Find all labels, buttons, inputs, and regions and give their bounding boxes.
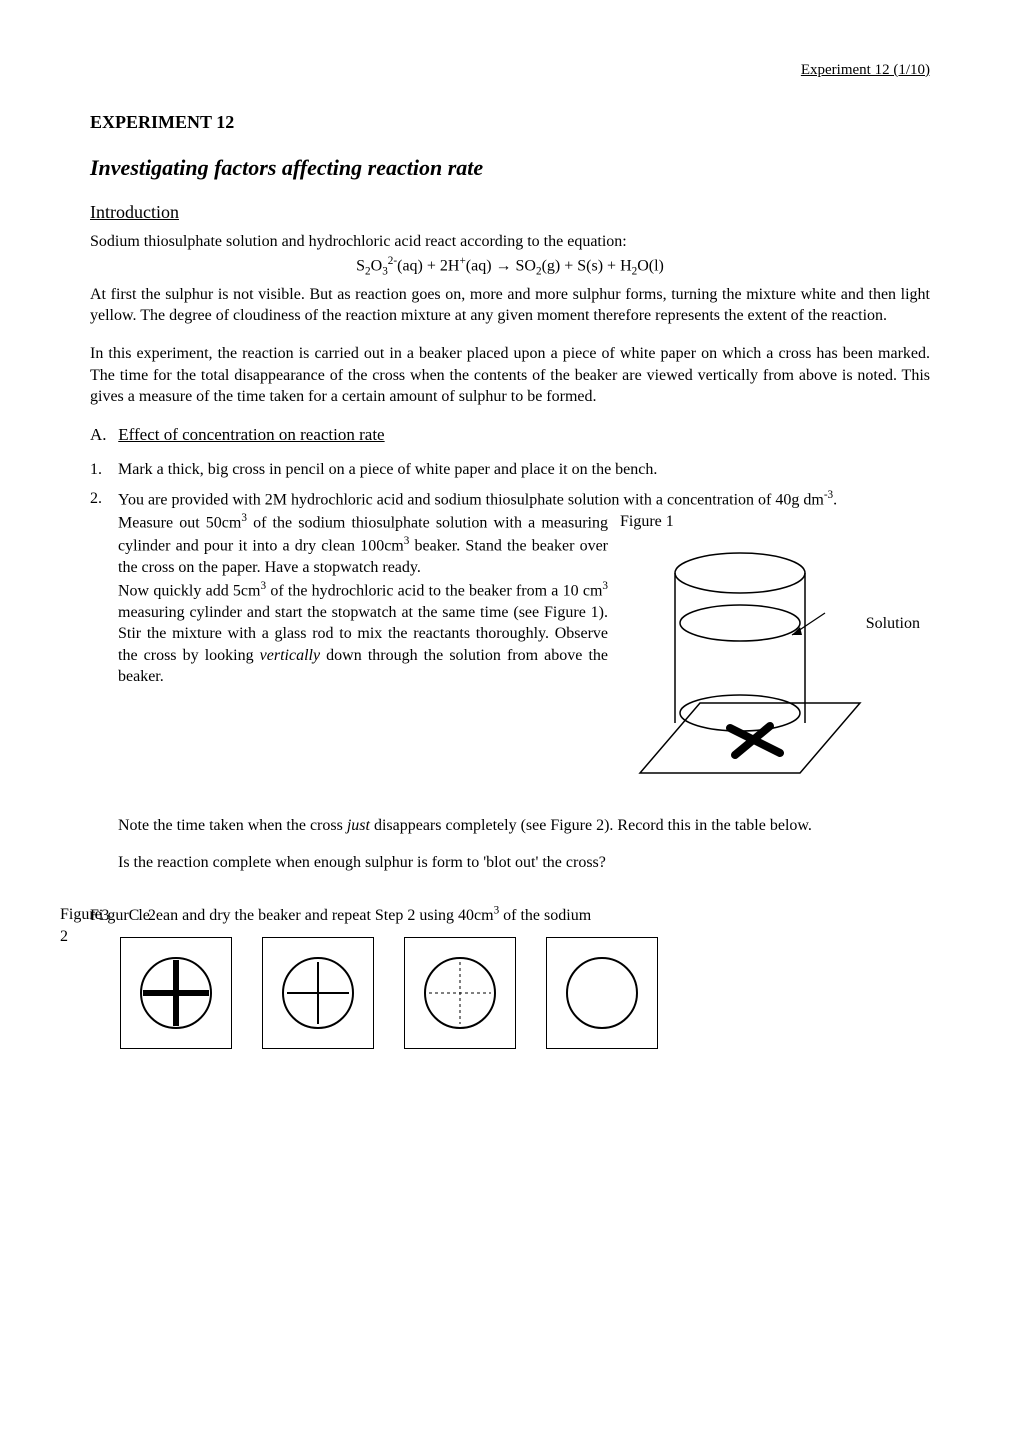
step-3-and-figure2-label: Figure 2 3. Fi3gurCle2ean and dry the be…: [90, 904, 930, 927]
figure-1-diagram: Solution: [620, 543, 920, 803]
figure-2-box-4: [546, 937, 658, 1049]
intro-line1: Sodium thiosulphate solution and hydroch…: [90, 231, 930, 253]
figure-2-box-3: [404, 937, 516, 1049]
step-2: 2. You are provided with 2M hydrochloric…: [90, 488, 930, 874]
step-2-question: Is the reaction complete when enough sul…: [118, 852, 930, 874]
step-2-note: Note the time taken when the cross just …: [118, 815, 930, 837]
solution-label: Solution: [866, 613, 920, 635]
figure-2-box-1: [120, 937, 232, 1049]
intro-para2: In this experiment, the reaction is carr…: [90, 343, 930, 408]
step-1-number: 1.: [90, 459, 118, 481]
step-2-number: 2.: [90, 488, 118, 874]
figure-1-caption: Figure 1: [620, 511, 930, 533]
intro-para1: At first the sulphur is not visible. But…: [90, 284, 930, 327]
experiment-heading: EXPERIMENT 12: [90, 110, 930, 134]
step-1: 1. Mark a thick, big cross in pencil on …: [90, 459, 930, 481]
step-1-text: Mark a thick, big cross in pencil on a p…: [118, 459, 930, 481]
figure-2-box-2: [262, 937, 374, 1049]
reaction-equation: S2O32-(aq) + 2H+(aq) → SO2(g) + S(s) + H…: [90, 254, 930, 280]
step-2-left-column: Measure out 50cm3 of the sodium thiosulp…: [118, 511, 608, 803]
figure-2-sequence: [120, 937, 930, 1049]
intro-heading: Introduction: [90, 200, 930, 224]
page-reference: Experiment 12 (1/10): [90, 60, 930, 80]
section-a-heading: A. Effect of concentration on reaction r…: [90, 424, 930, 447]
step-2-intro: You are provided with 2M hydrochloric ac…: [118, 488, 930, 511]
experiment-title: Investigating factors affecting reaction…: [90, 153, 930, 183]
